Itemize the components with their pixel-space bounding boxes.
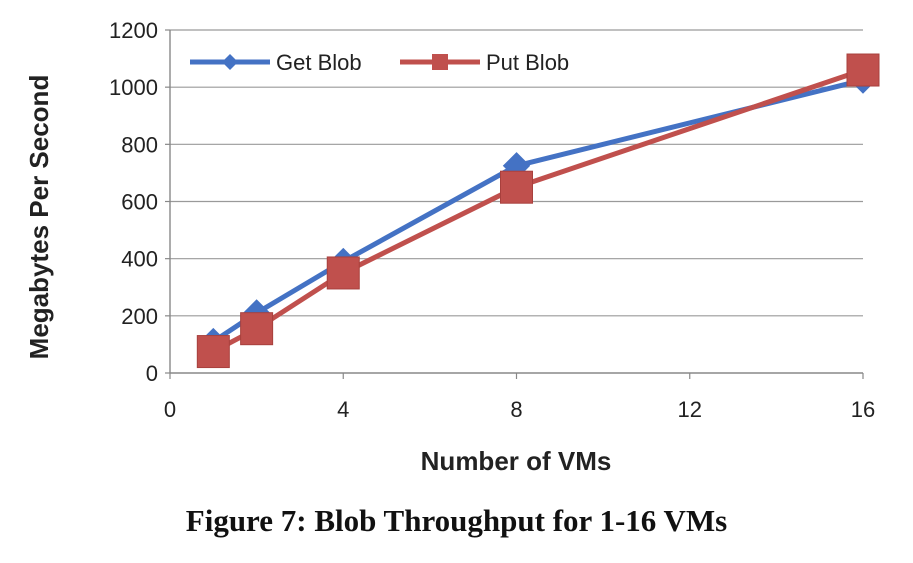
data-point bbox=[196, 335, 230, 369]
y-tick-label: 400 bbox=[121, 247, 158, 272]
data-point bbox=[500, 170, 533, 204]
x-tick-label: 4 bbox=[337, 397, 349, 422]
series-get-blob bbox=[199, 66, 877, 356]
series-line bbox=[211, 77, 864, 344]
x-axis-title: Number of VMs bbox=[421, 446, 612, 476]
y-tick-label: 0 bbox=[146, 361, 158, 386]
x-tick-label: 0 bbox=[164, 397, 176, 422]
legend: Get Blob Put Blob bbox=[190, 50, 569, 75]
y-tick-label: 800 bbox=[121, 132, 158, 157]
x-tick-label: 12 bbox=[678, 397, 702, 422]
x-tick-labels: 0 4 8 12 16 bbox=[164, 397, 875, 422]
chart: 0 200 400 600 800 1000 1200 0 4 8 12 16 Get Blob Pu… bbox=[24, 18, 880, 476]
axes bbox=[165, 29, 864, 379]
data-point bbox=[846, 53, 880, 87]
legend-marker bbox=[432, 54, 448, 70]
legend-label: Get Blob bbox=[276, 50, 362, 75]
legend-marker bbox=[222, 54, 238, 70]
x-tick-label: 8 bbox=[510, 397, 522, 422]
y-tick-label: 1200 bbox=[109, 18, 158, 43]
y-tick-label: 600 bbox=[121, 190, 158, 215]
x-tick-label: 16 bbox=[851, 397, 875, 422]
legend-label: Put Blob bbox=[486, 50, 569, 75]
series-put-blob bbox=[196, 53, 880, 369]
figure-caption: Figure 7: Blob Throughput for 1-16 VMs bbox=[185, 503, 728, 538]
data-point bbox=[326, 256, 360, 290]
data-point bbox=[240, 312, 274, 346]
y-tick-labels: 0 200 400 600 800 1000 1200 bbox=[109, 18, 158, 386]
series-group bbox=[196, 53, 880, 369]
y-tick-label: 1000 bbox=[109, 75, 158, 100]
series-line bbox=[212, 67, 864, 354]
y-axis-title: Megabytes Per Second bbox=[24, 75, 54, 360]
y-tick-label: 200 bbox=[121, 304, 158, 329]
